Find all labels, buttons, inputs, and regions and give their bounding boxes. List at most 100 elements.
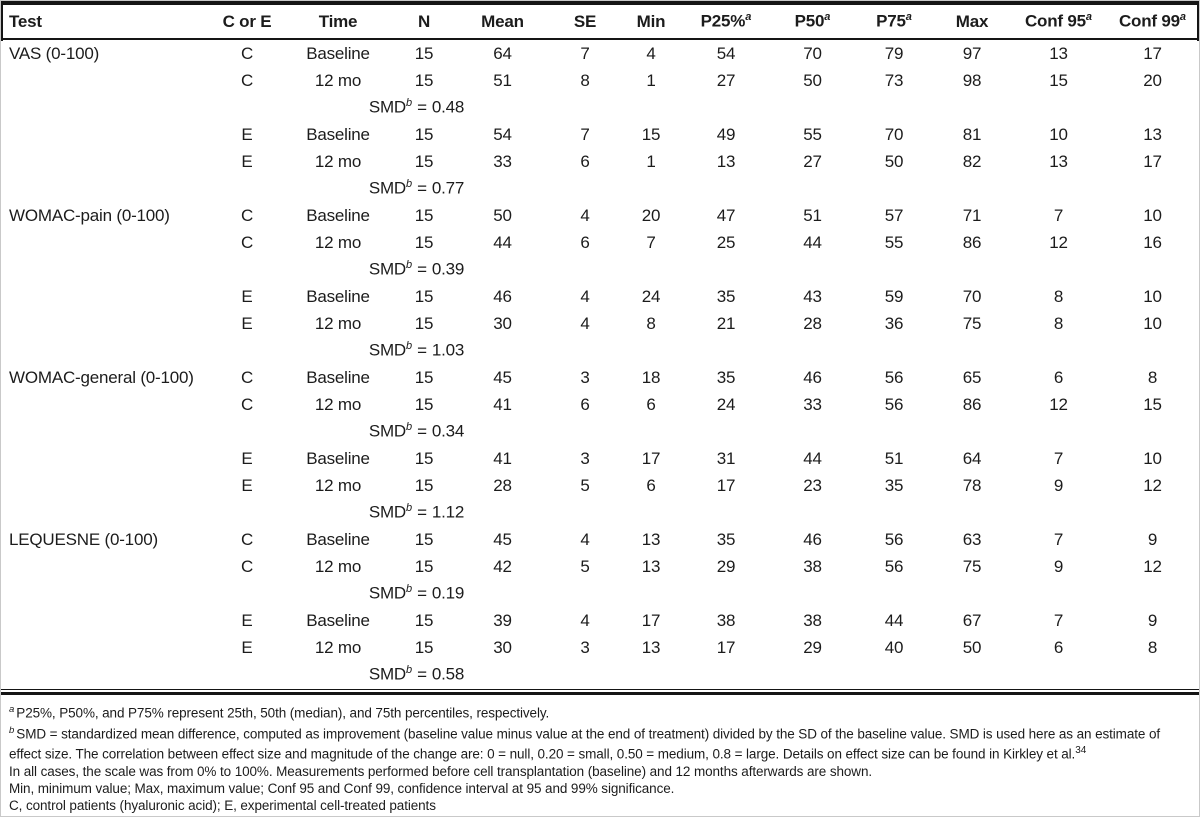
n-cell: 15 — [414, 151, 434, 171]
group-cell: C — [240, 367, 254, 387]
empty-cell — [1106, 580, 1199, 607]
test-cell — [1, 634, 211, 661]
smd-value-cell: SMDb = 0.77 — [283, 175, 550, 202]
min-cell: 20 — [641, 205, 661, 225]
data-row: WOMAC-general (0-100) C Baseline 15 45 3 18 35 4… — [1, 364, 1199, 391]
footnote-marker-superscript: b — [406, 583, 413, 596]
test-cell — [1, 472, 211, 499]
column-header-label: Mean — [481, 11, 524, 31]
n-cell: 15 — [414, 286, 434, 306]
empty-cell — [1011, 256, 1106, 283]
conf95-cell: 7 — [1053, 448, 1064, 468]
smd-label: SMD — [368, 259, 407, 279]
conf99-cell: 16 — [1143, 232, 1162, 252]
test-cell — [1, 391, 211, 418]
data-row: E 12 mo 15 33 6 1 13 27 50 82 13 17 — [1, 148, 1199, 175]
time-cell: Baseline — [306, 43, 370, 63]
group-cell: E — [241, 151, 253, 171]
p75-cell: 57 — [884, 205, 904, 225]
empty-cell — [855, 661, 933, 688]
mean-cell: 42 — [493, 556, 512, 576]
empty-cell — [682, 175, 770, 202]
n-cell: 15 — [414, 637, 434, 657]
p50-cell: 46 — [803, 367, 822, 387]
p75-cell: 70 — [884, 124, 904, 144]
n-cell: 15 — [414, 448, 434, 468]
test-cell — [1, 283, 211, 310]
smd-label: SMD — [368, 97, 407, 117]
empty-cell — [550, 256, 620, 283]
smd-label: SMD — [368, 664, 407, 684]
max-cell: 98 — [962, 70, 982, 90]
group-cell: E — [241, 637, 253, 657]
footnote-marker-superscript: a — [9, 704, 15, 715]
conf99-cell: 10 — [1143, 205, 1162, 225]
max-cell: 50 — [962, 637, 982, 657]
conf99-cell: 20 — [1143, 70, 1162, 90]
data-row: E Baseline 15 39 4 17 38 38 44 67 7 9 — [1, 607, 1199, 634]
empty-cell — [855, 580, 933, 607]
se-cell: 7 — [580, 43, 590, 63]
empty-cell — [770, 337, 855, 364]
p50-cell: 33 — [803, 394, 822, 414]
test-cell — [1, 580, 211, 607]
test-cell — [1, 148, 211, 175]
group-cell — [211, 94, 283, 121]
p75-cell: 59 — [884, 286, 904, 306]
empty-cell — [1011, 337, 1106, 364]
empty-cell — [855, 499, 933, 526]
data-row: WOMAC-pain (0-100) C Baseline 15 50 4 20 47 51 57… — [1, 202, 1199, 229]
p75-cell: 40 — [884, 637, 904, 657]
conf95-cell: 8 — [1053, 286, 1064, 306]
column-header-label: P25% — [700, 11, 746, 31]
data-row: E Baseline 15 46 4 24 35 43 59 70 8 10 — [1, 283, 1199, 310]
conf99-cell: 8 — [1147, 637, 1158, 657]
empty-cell — [933, 175, 1011, 202]
column-header-label: N — [417, 11, 431, 31]
mean-cell: 41 — [493, 448, 512, 468]
n-cell: 15 — [414, 313, 434, 333]
conf99-cell: 10 — [1143, 286, 1162, 306]
data-row: C 12 mo 15 41 6 6 24 33 56 86 12 15 — [1, 391, 1199, 418]
empty-cell — [1011, 94, 1106, 121]
group-cell: C — [240, 394, 254, 414]
smd-equals-sign: = — [417, 178, 427, 198]
column-header-label: P75 — [876, 11, 906, 31]
max-cell: 82 — [962, 151, 982, 171]
empty-cell — [770, 661, 855, 688]
empty-cell — [550, 94, 620, 121]
data-row: E Baseline 15 41 3 17 31 44 51 64 7 10 — [1, 445, 1199, 472]
min-cell: 15 — [641, 124, 661, 144]
column-header-label: Time — [318, 11, 358, 31]
conf99-cell: 15 — [1143, 394, 1162, 414]
p25-cell: 24 — [716, 394, 736, 414]
time-cell: 12 mo — [314, 151, 362, 171]
time-cell: Baseline — [306, 124, 370, 144]
smd-row: SMDb = 0.34 — [1, 418, 1199, 445]
test-cell — [1, 661, 211, 688]
time-cell: 12 mo — [314, 475, 362, 495]
group-cell — [211, 499, 283, 526]
n-cell: 15 — [414, 70, 434, 90]
conf99-cell: 12 — [1143, 556, 1162, 576]
column-header-label: C or E — [222, 11, 272, 31]
column-header-p25: P25%a — [682, 3, 770, 40]
empty-cell — [933, 499, 1011, 526]
p25-cell: 27 — [716, 70, 736, 90]
conf95-cell: 13 — [1049, 43, 1068, 63]
p50-cell: 27 — [803, 151, 822, 171]
empty-cell — [933, 418, 1011, 445]
footnote-text: P25%, P50%, and P75% represent 25th, 50t… — [16, 705, 550, 721]
conf95-cell: 15 — [1049, 70, 1068, 90]
max-cell: 86 — [962, 232, 982, 252]
conf95-cell: 6 — [1053, 367, 1064, 387]
p25-cell: 35 — [716, 286, 736, 306]
test-cell — [1, 175, 211, 202]
empty-cell — [550, 175, 620, 202]
empty-cell — [682, 256, 770, 283]
mean-cell: 39 — [493, 610, 512, 630]
se-cell: 6 — [580, 151, 590, 171]
p25-cell: 13 — [716, 151, 736, 171]
column-header-conf95: Conf 95a — [1011, 3, 1106, 40]
min-cell: 13 — [641, 529, 661, 549]
